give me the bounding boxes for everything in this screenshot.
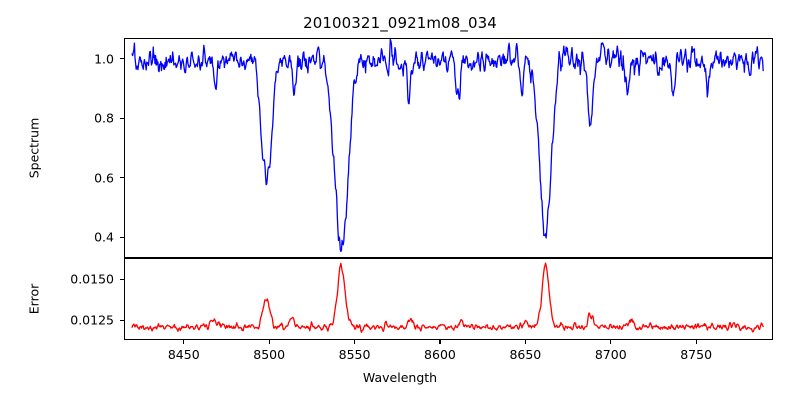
xtick-label-1: 8500 [253,347,286,362]
tick-mark [439,340,441,344]
xtick-label-4: 8650 [509,347,542,362]
tick-mark [695,340,697,344]
tick-mark [183,340,185,344]
wavelength-axis-label: Wavelength [362,370,438,385]
xtick-label-5: 8700 [594,347,627,362]
ytick-label-error-0: 0.0125 [70,312,114,328]
tick-mark [354,340,356,344]
tick-mark [120,117,124,119]
tick-mark [120,58,124,60]
tick-mark [524,340,526,344]
error-panel [124,258,773,340]
spectrum-panel [124,38,773,258]
error-plot-area [125,259,772,339]
spectrum-plot-area [125,39,772,257]
tick-mark [120,177,124,179]
error-line [132,263,763,332]
tick-mark [120,236,124,238]
error-axis-label: Error [26,283,42,315]
page-title: 20100321_0921m08_034 [303,14,497,32]
ytick-label-spectrum-0: 0.4 [94,229,114,245]
tick-mark [120,319,124,321]
spectrum-axis-label: Spectrum [26,117,42,179]
ytick-label-spectrum-2: 0.8 [94,110,114,126]
tick-mark [610,340,612,344]
ytick-label-spectrum-1: 0.6 [94,170,114,186]
ytick-label-error-1: 0.0150 [70,271,114,287]
xtick-label-6: 8750 [680,347,713,362]
xtick-label-0: 8450 [167,347,200,362]
ytick-label-spectrum-3: 1.0 [94,51,114,67]
tick-mark [120,278,124,280]
spectrum-line [132,39,763,251]
xtick-label-3: 8600 [424,347,456,362]
tick-mark [268,340,270,344]
xtick-label-2: 8550 [338,347,371,362]
